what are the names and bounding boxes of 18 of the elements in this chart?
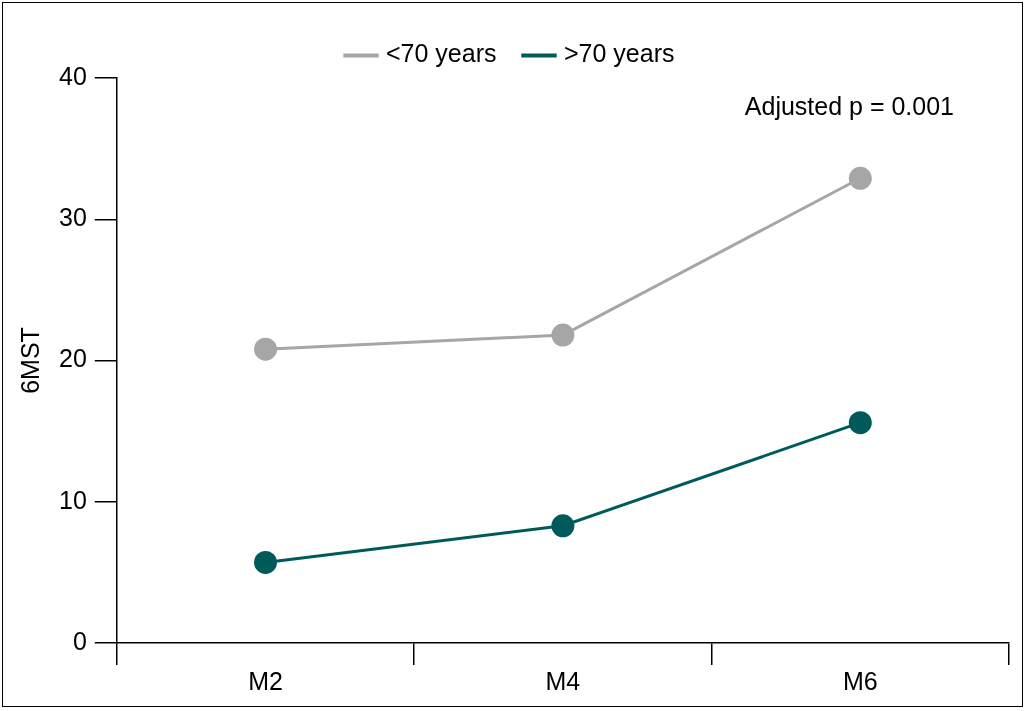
- x-tick-label: M6: [842, 666, 878, 695]
- point: [254, 337, 278, 361]
- y-tick-label: 30: [59, 203, 87, 232]
- point: [551, 514, 575, 538]
- point: [254, 550, 278, 574]
- y-axis-title: 6MST: [15, 327, 44, 394]
- y-tick-label: 40: [59, 61, 87, 90]
- y-tick-label: 20: [59, 344, 87, 373]
- x-tick-label: M4: [545, 666, 581, 695]
- annotation: Adjusted p = 0.001: [744, 91, 954, 120]
- legend-label: >70 years: [564, 39, 675, 68]
- y-tick-label: 0: [72, 626, 87, 655]
- y-tick-label: 10: [59, 485, 87, 514]
- point: [848, 166, 872, 190]
- point: [848, 411, 872, 435]
- point: [551, 323, 575, 347]
- legend-label: <70 years: [386, 39, 497, 68]
- x-tick-label: M2: [248, 666, 283, 695]
